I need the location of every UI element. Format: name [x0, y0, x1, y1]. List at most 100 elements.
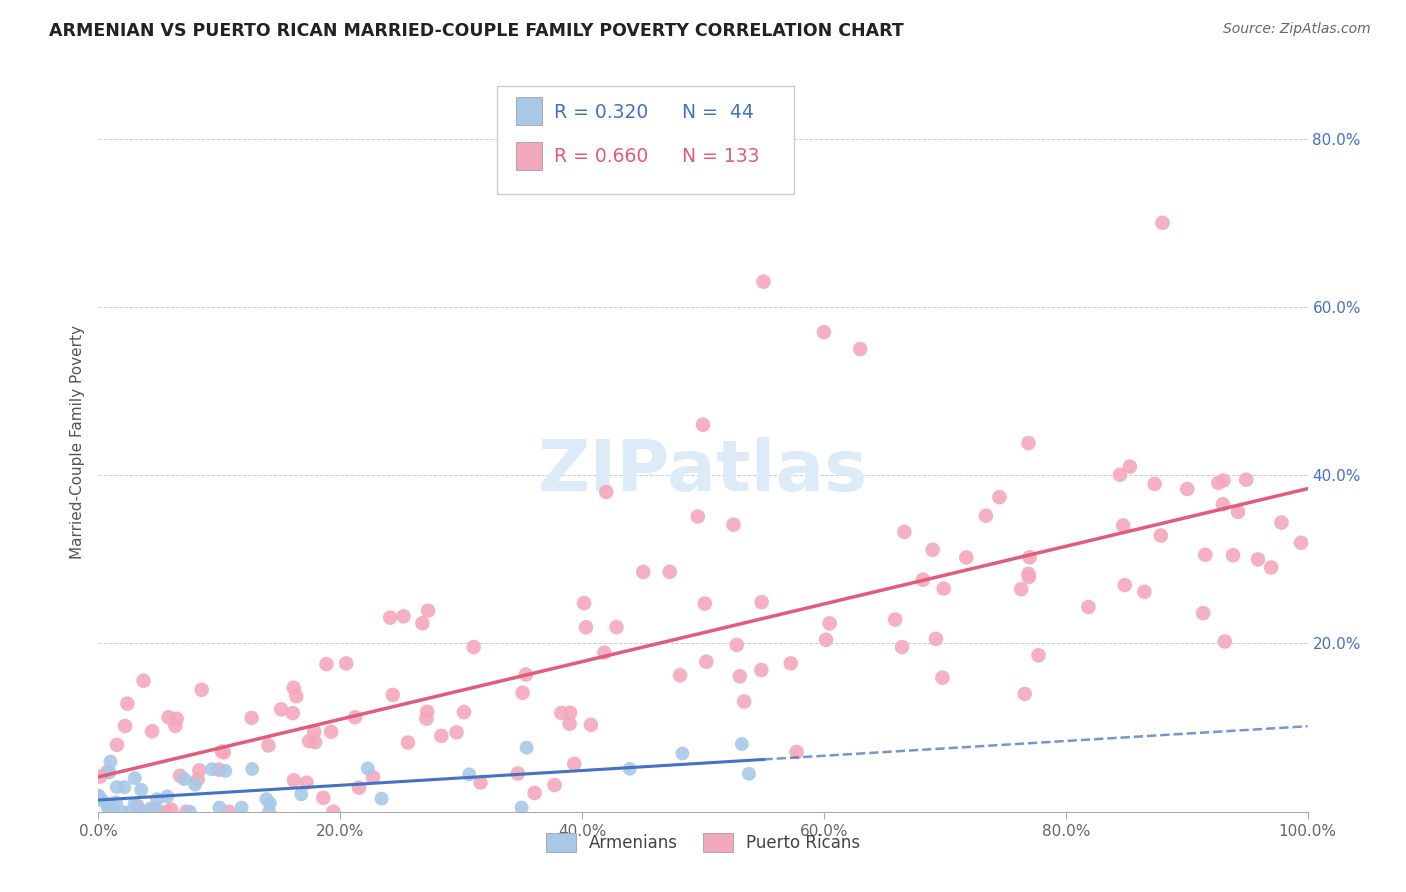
Point: [686, 509, 709, 524]
Point: [142, 802, 165, 816]
Point: [463, 640, 485, 654]
Point: [187, 772, 209, 787]
Point: [738, 766, 761, 780]
Point: [562, 756, 585, 771]
Point: [114, 719, 136, 733]
Y-axis label: Married-Couple Family Poverty: Married-Couple Family Poverty: [70, 325, 86, 558]
Point: [1017, 436, 1039, 450]
Point: [891, 640, 914, 654]
Point: [988, 490, 1011, 504]
Point: [105, 738, 128, 752]
Point: [893, 524, 915, 539]
Point: [89, 770, 111, 784]
Point: [931, 671, 953, 685]
Point: [160, 803, 183, 817]
Point: [231, 800, 253, 814]
Point: [114, 780, 136, 794]
Point: [1212, 497, 1234, 511]
Point: [298, 734, 321, 748]
Point: [575, 620, 598, 634]
Point: [1119, 459, 1142, 474]
Point: [725, 638, 748, 652]
Point: [814, 632, 837, 647]
Point: [304, 724, 326, 739]
Point: [779, 657, 801, 671]
Point: [100, 755, 122, 769]
Point: [259, 796, 281, 810]
Point: [510, 800, 533, 814]
Point: [166, 712, 188, 726]
Point: [179, 805, 201, 819]
Point: [96, 764, 118, 779]
Point: [283, 681, 305, 695]
Point: [558, 716, 581, 731]
Point: [605, 620, 627, 634]
Text: ARMENIAN VS PUERTO RICAN MARRIED-COUPLE FAMILY POVERTY CORRELATION CHART: ARMENIAN VS PUERTO RICAN MARRIED-COUPLE …: [49, 22, 904, 40]
Point: [97, 798, 120, 813]
Point: [416, 604, 439, 618]
Point: [1260, 560, 1282, 574]
Point: [558, 706, 581, 720]
Point: [911, 573, 934, 587]
Point: [141, 724, 163, 739]
Point: [731, 737, 754, 751]
Point: [619, 762, 641, 776]
Point: [370, 791, 392, 805]
Point: [752, 275, 775, 289]
Point: [156, 805, 179, 819]
Text: Source: ZipAtlas.com: Source: ZipAtlas.com: [1223, 22, 1371, 37]
Point: [89, 790, 111, 805]
Point: [131, 805, 153, 819]
Point: [169, 769, 191, 783]
Point: [105, 780, 128, 794]
Text: ZIPatlas: ZIPatlas: [538, 437, 868, 506]
Point: [212, 746, 235, 760]
Point: [312, 790, 335, 805]
Point: [97, 801, 120, 815]
Point: [304, 735, 326, 749]
Point: [579, 718, 602, 732]
Point: [572, 596, 595, 610]
Point: [1112, 518, 1135, 533]
FancyBboxPatch shape: [516, 97, 543, 126]
Point: [90, 793, 112, 807]
Point: [257, 805, 280, 819]
Point: [281, 706, 304, 721]
Point: [1222, 549, 1244, 563]
Point: [211, 744, 233, 758]
Point: [98, 765, 121, 780]
Point: [138, 805, 160, 819]
Point: [733, 694, 755, 708]
Point: [470, 775, 492, 789]
Point: [925, 632, 948, 646]
Point: [446, 725, 468, 739]
Point: [1234, 473, 1257, 487]
Point: [1133, 584, 1156, 599]
Point: [378, 610, 401, 624]
Point: [728, 669, 751, 683]
Point: [595, 485, 617, 500]
Point: [512, 686, 534, 700]
Point: [818, 616, 841, 631]
Point: [430, 729, 453, 743]
Point: [669, 668, 692, 682]
Point: [148, 805, 170, 819]
Point: [1247, 552, 1270, 566]
Point: [411, 616, 433, 631]
Point: [1014, 687, 1036, 701]
Point: [117, 697, 139, 711]
Point: [357, 761, 380, 775]
Point: [523, 786, 546, 800]
Point: [157, 710, 180, 724]
Point: [506, 766, 529, 780]
Point: [1114, 578, 1136, 592]
Point: [1077, 599, 1099, 614]
Point: [396, 735, 419, 749]
Point: [124, 771, 146, 785]
Point: [322, 805, 344, 819]
Point: [120, 805, 142, 819]
Point: [1175, 482, 1198, 496]
Point: [156, 789, 179, 804]
Point: [283, 773, 305, 788]
FancyBboxPatch shape: [498, 87, 793, 194]
